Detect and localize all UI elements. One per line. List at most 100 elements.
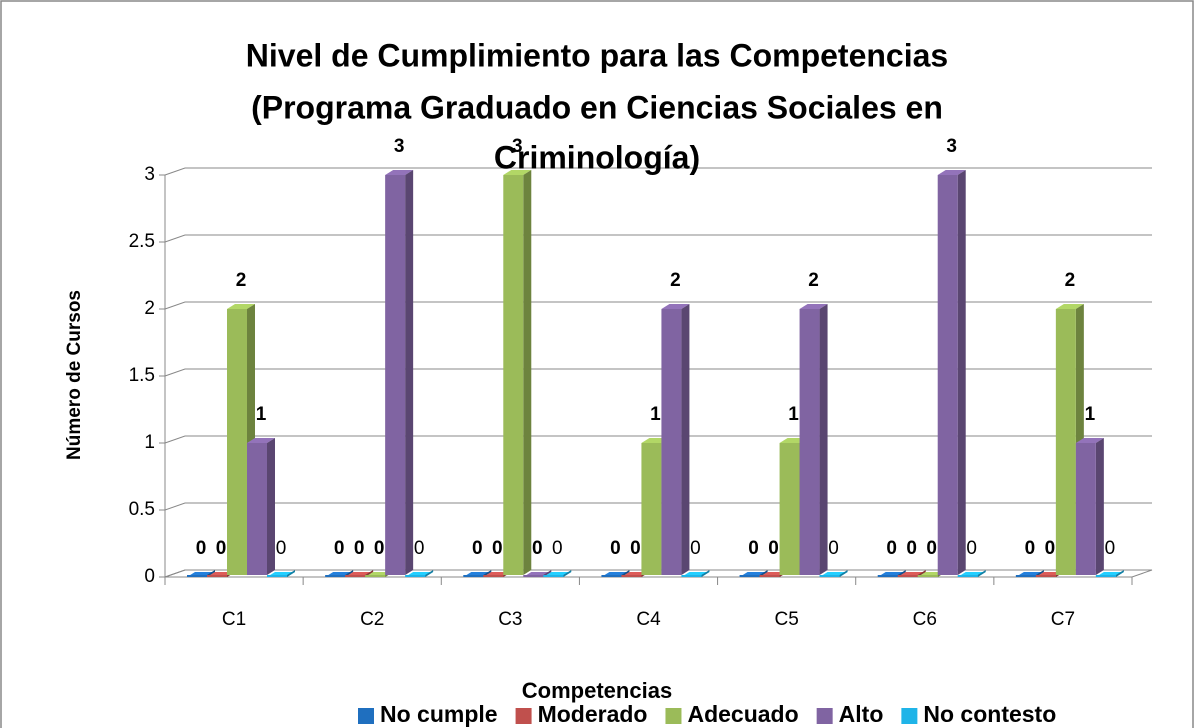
chart-title: Criminología) xyxy=(494,139,700,175)
grid-line xyxy=(164,502,1152,511)
data-label: 1 xyxy=(788,404,799,425)
bar-face xyxy=(1015,575,1036,577)
bar-face xyxy=(503,175,524,575)
data-label: 0 xyxy=(354,538,365,559)
bar-face xyxy=(365,575,386,577)
y-tick-label: 2.5 xyxy=(129,231,155,252)
data-label: 1 xyxy=(256,404,267,425)
data-label: 1 xyxy=(650,404,661,425)
bar-face xyxy=(759,575,780,577)
data-label: 0 xyxy=(1045,538,1056,559)
data-label: 0 xyxy=(906,538,917,559)
legend-swatch xyxy=(901,708,918,724)
data-label: 3 xyxy=(512,136,523,157)
bar-face xyxy=(917,575,938,577)
y-tick-label: 0 xyxy=(144,566,155,587)
bar-face xyxy=(385,175,406,575)
bar xyxy=(503,170,532,575)
y-tick-label: 2 xyxy=(144,298,155,319)
x-axis-title: Competencias xyxy=(522,678,672,703)
bar-face xyxy=(799,309,820,575)
bar-face xyxy=(661,309,682,575)
bar-face xyxy=(839,570,848,577)
bar-face xyxy=(187,575,207,577)
data-label: 0 xyxy=(748,538,759,559)
bar-face xyxy=(1075,443,1096,575)
bar-face xyxy=(977,570,986,577)
x-tick-label: C6 xyxy=(913,609,937,630)
bar-face xyxy=(799,304,828,309)
bar xyxy=(681,570,710,577)
data-label: 0 xyxy=(414,538,425,559)
data-label: 0 xyxy=(532,538,543,559)
bar-face xyxy=(957,575,978,577)
bar xyxy=(1095,570,1124,577)
bar-face xyxy=(1055,309,1076,575)
data-label: 0 xyxy=(690,538,701,559)
bar-face xyxy=(601,575,622,577)
data-label: 0 xyxy=(492,538,503,559)
bar xyxy=(661,304,690,575)
bar-face xyxy=(641,443,662,575)
bar-face xyxy=(287,570,295,577)
bar-face xyxy=(425,570,434,577)
bar xyxy=(1075,438,1104,575)
bar-face xyxy=(937,175,958,575)
x-tick-label: C4 xyxy=(636,609,661,630)
bar-face xyxy=(1035,575,1056,577)
bar-face xyxy=(1095,575,1116,577)
bar-face xyxy=(563,570,572,577)
data-label: 3 xyxy=(946,136,957,157)
bar-face xyxy=(523,170,532,575)
bar-face xyxy=(405,575,426,577)
bar-face xyxy=(543,575,564,577)
legend-label: No cumple xyxy=(380,701,498,727)
legend-label: Alto xyxy=(839,701,884,727)
y-axis-title: Número de Cursos xyxy=(64,290,85,460)
data-label: 0 xyxy=(768,538,779,559)
data-label: 2 xyxy=(1065,270,1076,291)
y-tick-label: 1.5 xyxy=(129,365,155,386)
data-label: 0 xyxy=(966,538,977,559)
x-tick-label: C1 xyxy=(222,609,246,630)
bar-face xyxy=(247,438,275,443)
bar-face xyxy=(227,304,255,309)
y-tick-label: 1 xyxy=(144,432,155,453)
y-tick-label: 0.5 xyxy=(129,499,155,520)
data-label: 0 xyxy=(374,538,385,559)
bar-face xyxy=(957,170,966,575)
bar-face xyxy=(819,575,840,577)
bar-face xyxy=(621,575,642,577)
bar-face xyxy=(1075,438,1104,443)
bar-face xyxy=(325,575,346,577)
data-label: 0 xyxy=(886,538,897,559)
y-tick-label: 3 xyxy=(144,164,155,185)
bar-face xyxy=(701,570,710,577)
data-label: 0 xyxy=(472,538,483,559)
data-label: 0 xyxy=(276,538,287,559)
data-label: 3 xyxy=(394,136,405,157)
bar-face xyxy=(681,304,690,575)
bar-face xyxy=(739,575,760,577)
bar xyxy=(819,570,848,577)
bar-face xyxy=(779,443,800,575)
bar-face xyxy=(385,170,414,175)
data-label: 1 xyxy=(1085,404,1096,425)
data-label: 0 xyxy=(1105,538,1116,559)
bar-face xyxy=(819,304,828,575)
bar xyxy=(799,304,828,575)
data-label: 0 xyxy=(828,538,839,559)
legend-swatch xyxy=(515,708,532,724)
bar-face xyxy=(1095,438,1104,575)
grid-line xyxy=(164,301,1152,310)
bar-face xyxy=(681,575,702,577)
bar-face xyxy=(523,575,544,577)
bar-face xyxy=(897,575,918,577)
x-tick-label: C2 xyxy=(360,609,384,630)
grid-line xyxy=(164,435,1152,444)
bar-face xyxy=(503,170,532,175)
bar-face xyxy=(267,575,287,577)
bar-face xyxy=(463,575,484,577)
